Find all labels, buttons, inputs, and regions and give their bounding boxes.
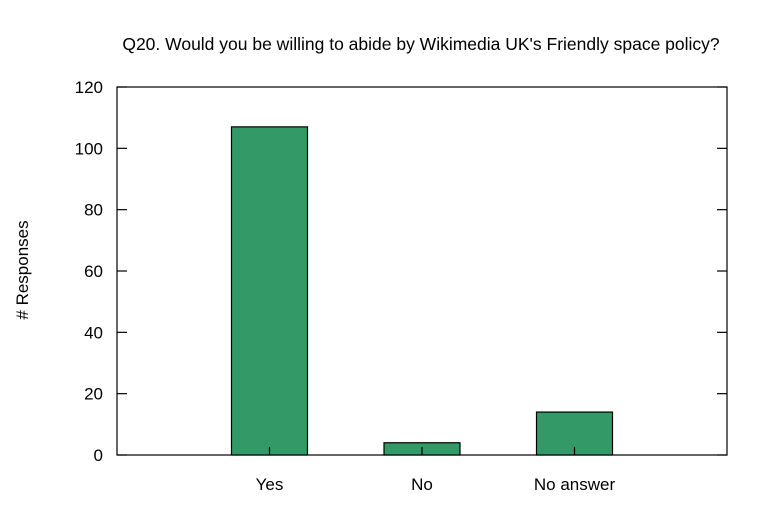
y-tick-label: 60 bbox=[84, 262, 103, 281]
y-tick-label: 100 bbox=[75, 139, 103, 158]
x-tick-label: Yes bbox=[256, 475, 284, 494]
chart-title: Q20. Would you be willing to abide by Wi… bbox=[122, 34, 720, 54]
y-tick-label: 20 bbox=[84, 385, 103, 404]
y-tick-label: 0 bbox=[94, 446, 103, 465]
bar-yes bbox=[230, 126, 309, 456]
y-tick-label: 40 bbox=[84, 323, 103, 342]
y-tick-label: 120 bbox=[75, 78, 103, 97]
x-tick-label: No answer bbox=[534, 475, 616, 494]
y-axis-label: # Responses bbox=[13, 220, 32, 319]
y-axis-ticks: 0 20 40 60 80 100 120 bbox=[75, 78, 727, 465]
bars bbox=[230, 126, 614, 456]
y-tick-label: 80 bbox=[84, 201, 103, 220]
x-tick-label: No bbox=[411, 475, 433, 494]
x-axis-ticks: Yes No No answer bbox=[256, 447, 616, 494]
plot-area-frame bbox=[116, 86, 728, 456]
